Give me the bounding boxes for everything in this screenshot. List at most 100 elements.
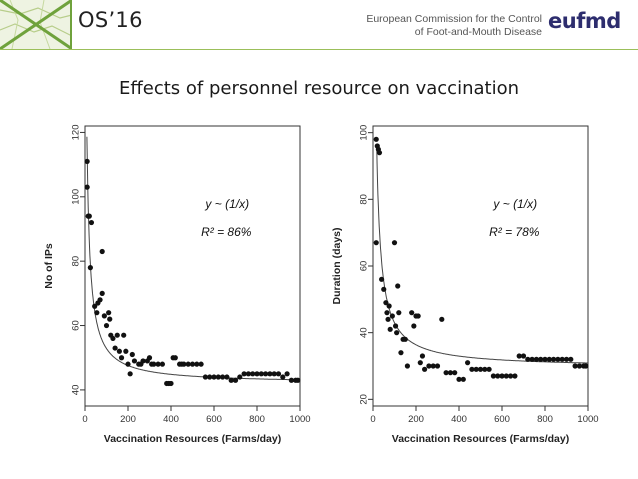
plot-frame (84, 125, 301, 407)
data-point (207, 374, 213, 380)
data-point (228, 377, 234, 383)
x-tick-label: 1000 (577, 414, 598, 425)
map-decoration-icon (0, 0, 72, 49)
data-point (542, 356, 548, 362)
data-point (140, 358, 146, 364)
data-point (84, 158, 90, 165)
header-divider (0, 49, 638, 50)
data-point (473, 366, 479, 372)
data-point (202, 374, 208, 380)
data-point (92, 303, 98, 309)
data-point (99, 290, 105, 296)
data-point (84, 184, 90, 190)
y-tick-label: 120 (71, 125, 82, 141)
data-point (529, 356, 535, 362)
data-point (576, 363, 582, 369)
r-squared-annotation: R² = 78% (489, 225, 540, 239)
slide-header: OS’16 European Commission for the Contro… (0, 0, 638, 50)
x-axis-label: Vaccination Resources (Farms/day) (392, 433, 569, 445)
data-point (572, 363, 578, 369)
data-point (114, 332, 120, 338)
data-point (250, 371, 256, 377)
r-squared-annotation: R² = 86% (201, 225, 252, 239)
data-point (386, 303, 392, 309)
data-point (486, 366, 492, 372)
data-point (263, 371, 269, 377)
data-point (495, 373, 501, 379)
data-point (538, 356, 544, 362)
chart-ips: 0 200 400 600 800 1000 40 60 80 100 120 Vaccination… (30, 118, 315, 463)
data-point (583, 363, 589, 369)
data-point (482, 366, 488, 372)
data-point (559, 356, 565, 362)
data-point (383, 300, 389, 306)
data-point (146, 355, 153, 361)
data-point (172, 355, 178, 361)
data-point (394, 330, 400, 336)
data-point (525, 356, 531, 362)
data-point (106, 310, 112, 316)
data-point (94, 310, 100, 316)
data-point (284, 371, 290, 377)
data-point (396, 310, 402, 316)
data-point (295, 377, 301, 383)
data-point (443, 370, 449, 376)
data-point (398, 350, 404, 356)
x-tick-label: 1000 (289, 414, 310, 425)
data-point (385, 316, 391, 322)
data-point (215, 374, 221, 380)
data-point (267, 371, 273, 377)
fit-curve (376, 145, 588, 364)
data-point (384, 310, 390, 316)
data-point (99, 248, 105, 255)
x-axis-label: Vaccination Resources (Farms/day) (104, 433, 281, 445)
data-point (404, 363, 410, 369)
data-point (555, 356, 561, 362)
y-tick-label: 40 (359, 327, 370, 338)
x-tick-label: 400 (451, 414, 467, 425)
data-point (452, 370, 458, 376)
x-tick-label: 200 (408, 414, 424, 425)
data-point (563, 356, 570, 362)
data-point (86, 213, 92, 219)
data-point (379, 276, 385, 282)
data-point (107, 316, 113, 322)
data-point (125, 361, 131, 367)
x-tick-label: 600 (206, 414, 222, 425)
data-point (469, 366, 475, 372)
data-point (232, 377, 239, 383)
x-tick-label: 400 (163, 414, 179, 425)
data-point (439, 316, 445, 322)
data-point (271, 371, 277, 377)
data-point (373, 136, 379, 142)
data-point (88, 219, 95, 226)
data-point (456, 376, 462, 382)
data-point (516, 353, 522, 359)
data-point (465, 360, 471, 366)
data-point (477, 366, 484, 372)
data-point (460, 376, 466, 382)
chart-ips-svg: 0 200 400 600 800 1000 40 60 80 100 120 Vaccination… (43, 125, 311, 445)
data-point (411, 323, 417, 329)
x-tick-label: 0 (82, 414, 87, 425)
data-point (508, 373, 514, 379)
conference-title: OS’16 (78, 8, 143, 32)
data-point (533, 356, 539, 362)
y-axis-label: Duration (days) (331, 227, 343, 304)
x-tick-label: 0 (370, 414, 375, 425)
data-point (211, 374, 217, 380)
data-point (123, 348, 129, 354)
data-point (499, 373, 505, 379)
y-tick-label: 80 (359, 194, 370, 205)
data-point (97, 297, 103, 303)
data-point (198, 361, 204, 367)
data-point (87, 265, 93, 271)
data-point (503, 373, 509, 379)
data-point (280, 374, 286, 380)
data-point (112, 345, 118, 351)
x-tick-label: 800 (537, 414, 553, 425)
data-point (392, 323, 399, 329)
data-point (194, 361, 200, 367)
data-point (129, 351, 135, 358)
data-point (288, 377, 294, 383)
